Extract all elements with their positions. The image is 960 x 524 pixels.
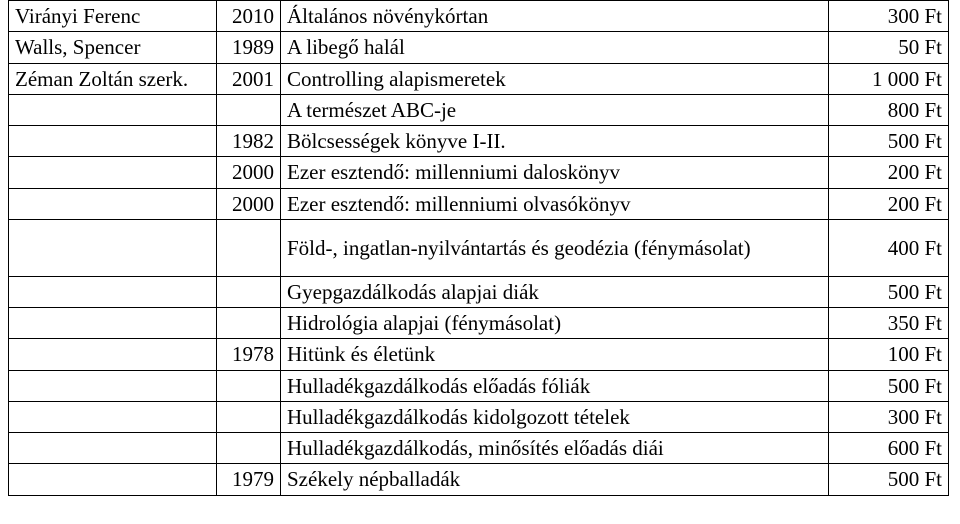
cell-author [9, 126, 217, 157]
table-row: 1979 Székely népballadák 500 Ft [9, 464, 949, 495]
table-row: Walls, Spencer 1989 A libegő halál 50 Ft [9, 32, 949, 63]
cell-title: Hulladékgazdálkodás kidolgozott tételek [281, 401, 829, 432]
cell-title: Bölcsességek könyve I-II. [281, 126, 829, 157]
cell-year [217, 401, 281, 432]
table-row: 1982 Bölcsességek könyve I-II. 500 Ft [9, 126, 949, 157]
cell-year: 2001 [217, 63, 281, 94]
cell-author [9, 370, 217, 401]
cell-title: Controlling alapismeretek [281, 63, 829, 94]
cell-title: Föld-, ingatlan-nyilvántartás és geodézi… [281, 219, 829, 276]
book-table-body: Virányi Ferenc 2010 Általános növénykórt… [9, 1, 949, 496]
cell-year [217, 370, 281, 401]
cell-title: Gyepgazdálkodás alapjai diák [281, 276, 829, 307]
cell-year [217, 94, 281, 125]
cell-price: 50 Ft [829, 32, 949, 63]
cell-author [9, 276, 217, 307]
table-row: 1978 Hitünk és életünk 100 Ft [9, 339, 949, 370]
cell-price: 200 Ft [829, 157, 949, 188]
cell-year [217, 433, 281, 464]
table-row: 2000 Ezer esztendő: millenniumi olvasókö… [9, 188, 949, 219]
table-row: Gyepgazdálkodás alapjai diák 500 Ft [9, 276, 949, 307]
cell-year: 1989 [217, 32, 281, 63]
cell-price: 400 Ft [829, 219, 949, 276]
cell-author [9, 94, 217, 125]
cell-price: 300 Ft [829, 1, 949, 32]
cell-year: 1978 [217, 339, 281, 370]
table-row: Föld-, ingatlan-nyilvántartás és geodézi… [9, 219, 949, 276]
cell-year: 2000 [217, 188, 281, 219]
cell-title: Székely népballadák [281, 464, 829, 495]
table-row: Hulladékgazdálkodás kidolgozott tételek … [9, 401, 949, 432]
cell-author: Zéman Zoltán szerk. [9, 63, 217, 94]
cell-price: 200 Ft [829, 188, 949, 219]
table-row: Virányi Ferenc 2010 Általános növénykórt… [9, 1, 949, 32]
cell-author: Virányi Ferenc [9, 1, 217, 32]
cell-year: 1982 [217, 126, 281, 157]
cell-author [9, 464, 217, 495]
cell-price: 800 Ft [829, 94, 949, 125]
table-row: Zéman Zoltán szerk. 2001 Controlling ala… [9, 63, 949, 94]
cell-price: 600 Ft [829, 433, 949, 464]
cell-title: Ezer esztendő: millenniumi olvasókönyv [281, 188, 829, 219]
cell-author [9, 339, 217, 370]
cell-author: Walls, Spencer [9, 32, 217, 63]
cell-year: 2010 [217, 1, 281, 32]
cell-price: 500 Ft [829, 464, 949, 495]
table-row: Hulladékgazdálkodás előadás fóliák 500 F… [9, 370, 949, 401]
cell-year: 2000 [217, 157, 281, 188]
cell-price: 500 Ft [829, 276, 949, 307]
cell-year [217, 276, 281, 307]
table-row: Hidrológia alapjai (fénymásolat) 350 Ft [9, 308, 949, 339]
cell-author [9, 219, 217, 276]
cell-year [217, 308, 281, 339]
cell-author [9, 188, 217, 219]
table-row: 2000 Ezer esztendő: millenniumi daloskön… [9, 157, 949, 188]
cell-author [9, 308, 217, 339]
cell-title: A libegő halál [281, 32, 829, 63]
table-row: A természet ABC-je 800 Ft [9, 94, 949, 125]
cell-year [217, 219, 281, 276]
cell-title: Ezer esztendő: millenniumi daloskönyv [281, 157, 829, 188]
cell-title: Hitünk és életünk [281, 339, 829, 370]
cell-title: A természet ABC-je [281, 94, 829, 125]
book-table: Virányi Ferenc 2010 Általános növénykórt… [8, 0, 949, 496]
cell-price: 300 Ft [829, 401, 949, 432]
cell-author [9, 433, 217, 464]
cell-title: Hulladékgazdálkodás, minősítés előadás d… [281, 433, 829, 464]
table-row: Hulladékgazdálkodás, minősítés előadás d… [9, 433, 949, 464]
cell-price: 500 Ft [829, 126, 949, 157]
cell-author [9, 401, 217, 432]
cell-title: Hidrológia alapjai (fénymásolat) [281, 308, 829, 339]
cell-author [9, 157, 217, 188]
cell-price: 500 Ft [829, 370, 949, 401]
cell-price: 100 Ft [829, 339, 949, 370]
cell-price: 1 000 Ft [829, 63, 949, 94]
cell-title: Általános növénykórtan [281, 1, 829, 32]
cell-year: 1979 [217, 464, 281, 495]
cell-price: 350 Ft [829, 308, 949, 339]
cell-title: Hulladékgazdálkodás előadás fóliák [281, 370, 829, 401]
